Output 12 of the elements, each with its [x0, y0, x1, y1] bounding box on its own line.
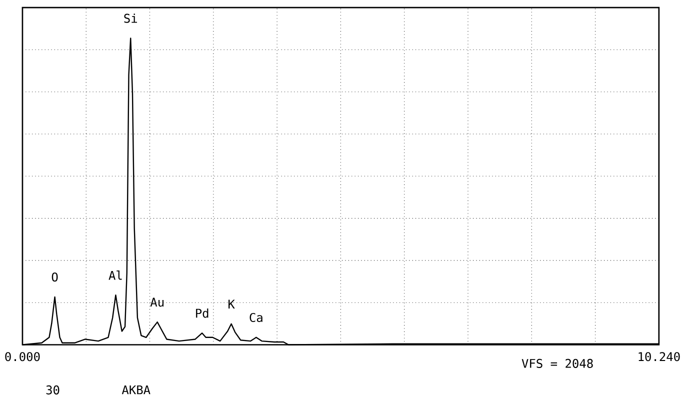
x-tick-label: 10.240: [638, 352, 680, 362]
annotation: K: [228, 300, 235, 309]
text: 30: [46, 386, 60, 395]
text: VFS = 2048: [522, 359, 593, 368]
annotation: Al: [108, 270, 122, 280]
annotation: Ca: [250, 313, 262, 322]
annotation: Si: [124, 14, 138, 24]
x-tick-label: 0.000: [5, 352, 40, 362]
text: AKBA: [122, 386, 150, 394]
annotation: Au: [150, 298, 164, 307]
annotation: O: [52, 272, 58, 282]
annotation: Pd: [196, 308, 208, 318]
